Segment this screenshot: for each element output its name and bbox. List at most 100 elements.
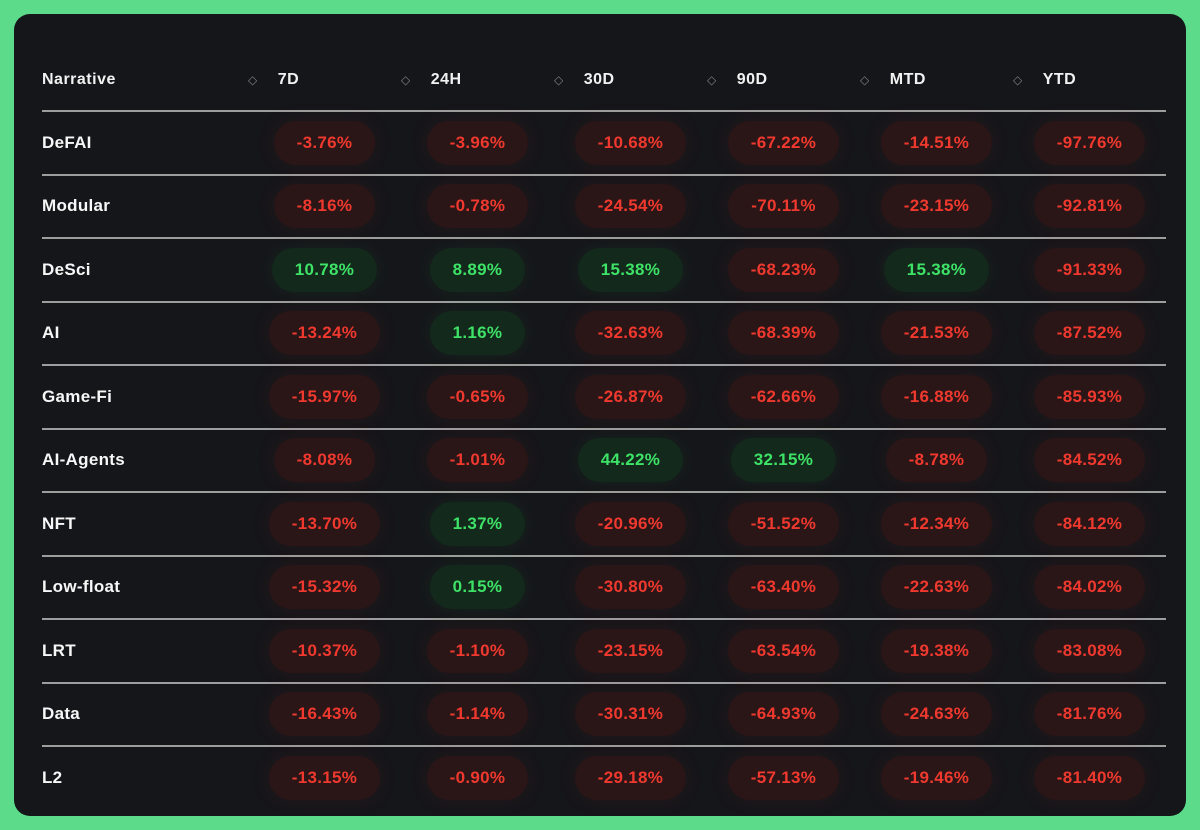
table-row-nft: NFT -13.70% 1.37% -20.96% -51.52% -12.34% -84.… bbox=[42, 491, 1166, 555]
change-pill: -14.51% bbox=[880, 120, 993, 165]
value-cell: -84.12% bbox=[1013, 501, 1166, 546]
change-pill: -23.15% bbox=[574, 628, 687, 673]
column-header-mtd[interactable]: ◇ MTD bbox=[860, 71, 1013, 89]
value-cell: -92.81% bbox=[1013, 184, 1166, 229]
change-pill: 32.15% bbox=[730, 438, 837, 483]
value-cell: -29.18% bbox=[554, 755, 707, 800]
change-pill: -1.14% bbox=[426, 692, 529, 737]
value-cell: -14.51% bbox=[860, 120, 1013, 165]
change-pill: -26.87% bbox=[574, 374, 687, 419]
value-cell: -32.63% bbox=[554, 311, 707, 356]
value-cell: -22.63% bbox=[860, 565, 1013, 610]
change-pill: -8.16% bbox=[273, 184, 376, 229]
change-pill: -3.76% bbox=[273, 120, 376, 165]
change-pill: -83.08% bbox=[1033, 628, 1146, 673]
change-pill: 8.89% bbox=[429, 247, 526, 292]
value-cell: -12.34% bbox=[860, 501, 1013, 546]
column-header-90d[interactable]: ◇ 90D bbox=[707, 71, 860, 89]
value-cell: -15.97% bbox=[248, 374, 401, 419]
value-cell: -24.54% bbox=[554, 184, 707, 229]
value-cell: -91.33% bbox=[1013, 247, 1166, 292]
sort-diamond-icon: ◇ bbox=[248, 73, 258, 87]
table-row-desci: DeSci 10.78% 8.89% 15.38% -68.23% 15.38% -91.3… bbox=[42, 237, 1166, 301]
table-row-data: Data -16.43% -1.14% -30.31% -64.93% -24.63% -8… bbox=[42, 681, 1166, 746]
change-pill: -64.93% bbox=[727, 692, 840, 737]
change-pill: 1.37% bbox=[429, 501, 526, 546]
narrative-label: DeFAI bbox=[42, 132, 92, 152]
value-cell: -1.01% bbox=[401, 438, 554, 483]
change-pill: 15.38% bbox=[577, 247, 684, 292]
value-cell: 8.89% bbox=[401, 247, 554, 292]
change-pill: -15.97% bbox=[268, 374, 381, 419]
value-cell: -0.90% bbox=[401, 755, 554, 800]
table-row-ai: AI -13.24% 1.16% -32.63% -68.39% -21.53% -87.5… bbox=[42, 300, 1166, 365]
sort-diamond-icon: ◇ bbox=[401, 73, 411, 87]
change-pill: -29.18% bbox=[574, 755, 687, 800]
change-pill: -8.08% bbox=[273, 438, 376, 483]
value-cell: -67.22% bbox=[707, 120, 860, 165]
change-pill: -68.23% bbox=[727, 247, 840, 292]
change-pill: -0.65% bbox=[426, 374, 529, 419]
value-cell: -1.14% bbox=[401, 692, 554, 737]
sort-diamond-icon: ◇ bbox=[1013, 73, 1023, 87]
change-pill: -62.66% bbox=[727, 374, 840, 419]
value-cell: -24.63% bbox=[860, 692, 1013, 737]
value-cell: -23.15% bbox=[554, 628, 707, 673]
value-cell: -97.76% bbox=[1013, 120, 1166, 165]
change-pill: 44.22% bbox=[577, 438, 684, 483]
change-pill: -70.11% bbox=[728, 184, 839, 229]
value-cell: -84.02% bbox=[1013, 565, 1166, 610]
narrative-label: AI-Agents bbox=[42, 450, 125, 470]
column-header-ytd[interactable]: ◇ YTD bbox=[1013, 71, 1166, 89]
value-cell: -85.93% bbox=[1013, 374, 1166, 419]
table-header-row: Narrative ◇ 7D ◇ 24H ◇ 30D ◇ 90D ◇ MTD ◇ YTD bbox=[42, 14, 1166, 110]
value-cell: 10.78% bbox=[248, 247, 401, 292]
value-cell: -70.11% bbox=[707, 184, 860, 229]
change-pill: -81.76% bbox=[1033, 692, 1146, 737]
change-pill: -97.76% bbox=[1033, 120, 1146, 165]
change-pill: 15.38% bbox=[883, 247, 990, 292]
change-pill: -3.96% bbox=[426, 120, 529, 165]
change-pill: -15.32% bbox=[268, 565, 381, 610]
change-pill: -84.12% bbox=[1033, 501, 1146, 546]
change-pill: -91.33% bbox=[1033, 247, 1146, 292]
narrative-label: Low-float bbox=[42, 577, 121, 597]
column-label-90d: 90D bbox=[736, 71, 768, 88]
value-cell: -19.46% bbox=[860, 755, 1013, 800]
column-label-30d: 30D bbox=[583, 71, 615, 88]
change-pill: -16.88% bbox=[880, 374, 993, 419]
change-pill: -12.34% bbox=[880, 501, 993, 546]
change-pill: -84.52% bbox=[1033, 438, 1146, 483]
value-cell: 15.38% bbox=[860, 247, 1013, 292]
value-cell: -21.53% bbox=[860, 311, 1013, 356]
change-pill: -8.78% bbox=[885, 438, 988, 483]
column-header-30d[interactable]: ◇ 30D bbox=[554, 71, 707, 89]
value-cell: -81.76% bbox=[1013, 692, 1166, 737]
change-pill: -0.78% bbox=[426, 184, 529, 229]
sort-diamond-icon: ◇ bbox=[554, 73, 564, 87]
table-row-defai: DeFAI -3.76% -3.96% -10.68% -67.22% -14.51% -9… bbox=[42, 110, 1166, 174]
change-pill: -85.93% bbox=[1033, 374, 1146, 419]
narrative-label: LRT bbox=[42, 640, 76, 660]
value-cell: -8.16% bbox=[248, 184, 401, 229]
value-cell: -3.96% bbox=[401, 120, 554, 165]
column-header-24h[interactable]: ◇ 24H bbox=[401, 71, 554, 89]
narrative-label: Modular bbox=[42, 196, 111, 216]
change-pill: -87.52% bbox=[1033, 311, 1146, 356]
column-label-narrative: Narrative bbox=[42, 71, 116, 88]
value-cell: -13.15% bbox=[248, 755, 401, 800]
change-pill: -67.22% bbox=[727, 120, 840, 165]
change-pill: -16.43% bbox=[268, 692, 381, 737]
column-header-7d[interactable]: ◇ 7D bbox=[248, 71, 401, 89]
value-cell: 44.22% bbox=[554, 438, 707, 483]
narrative-label: Game-Fi bbox=[42, 386, 113, 406]
change-pill: -20.96% bbox=[574, 501, 687, 546]
change-pill: -30.31% bbox=[574, 692, 687, 737]
change-pill: 10.78% bbox=[271, 247, 378, 292]
change-pill: -24.54% bbox=[574, 184, 687, 229]
change-pill: -68.39% bbox=[727, 311, 840, 356]
value-cell: -10.68% bbox=[554, 120, 707, 165]
narratives-performance-panel: Narrative ◇ 7D ◇ 24H ◇ 30D ◇ 90D ◇ MTD ◇ YTD DeFAI -3… bbox=[14, 14, 1186, 816]
change-pill: -22.63% bbox=[880, 565, 993, 610]
change-pill: -32.63% bbox=[574, 311, 687, 356]
